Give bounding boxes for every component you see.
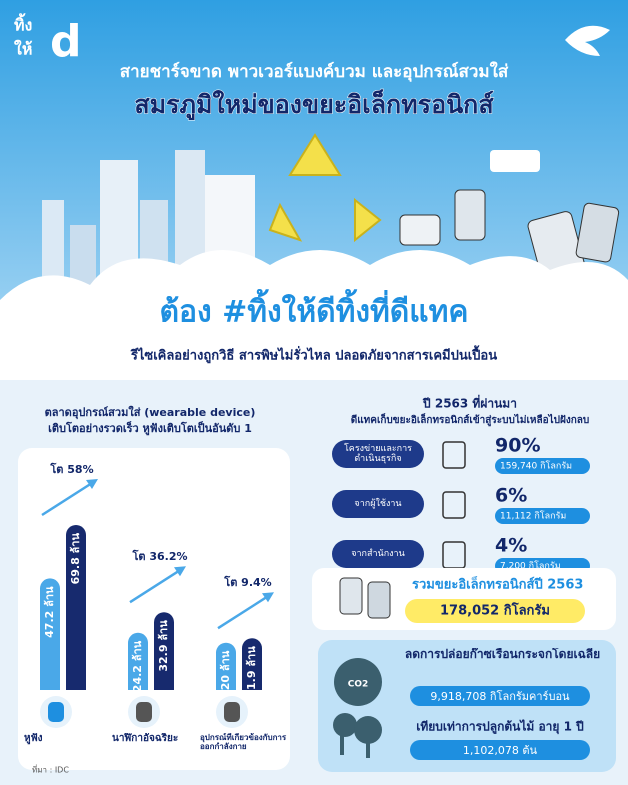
bar-value-label: 32.9 ล้าน (157, 620, 170, 672)
tree-icon (333, 713, 382, 758)
growth-arrowhead (262, 592, 274, 603)
category-icon-shape (136, 702, 152, 722)
chart: 47.2 ล้าน 69.8 ล้าน โต 58% หูฟัง 24.2 ล้าน 32… (24, 462, 287, 752)
bar-value-label: 20 ล้าน (219, 650, 232, 690)
source-label: จากผู้ใช้งาน (354, 498, 402, 509)
growth-arrowhead (86, 479, 98, 489)
bar-value-label: 47.2 ล้าน (43, 586, 56, 638)
bar-value-label: 21.9 ล้าน (245, 646, 258, 698)
total-pill (405, 599, 585, 623)
brand-logo (565, 25, 610, 56)
co2-icon (334, 658, 382, 706)
weight: 7,200 กิโลกรัม (500, 561, 561, 572)
phone-icon (367, 581, 391, 619)
emission-label-box: ลดการปล่อยก๊าซเรือนกระจกโดยเฉลี่ย (404, 648, 601, 661)
tree-value: 1,102,078 ต้น (463, 744, 538, 757)
category-icon-shape (224, 702, 240, 722)
growth-label: โต 58% (49, 462, 93, 476)
growth-label: โต 36.2% (131, 549, 187, 563)
growth-arrow (129, 569, 181, 604)
disposal-subtitle: ดีแทคเก็บขยะอิเล็กทรอนิกส์เข้าสู่ระบบไม่… (351, 412, 590, 427)
logo-mark: d (50, 16, 82, 67)
total-value: 178,052 กิโลกรัม (440, 602, 550, 619)
bar-value-label: 24.2 ล้าน (131, 640, 144, 692)
source-label-box: จากสำนักงาน (351, 548, 405, 559)
logo-line1: ทิ้ง (14, 13, 32, 35)
bar-value-label: 69.8 ล้าน (69, 533, 82, 585)
tree-pill (410, 740, 590, 760)
bar (242, 638, 262, 690)
tree-label: เทียบเท่าการปลูกต้นไม้ อายุ 1 ปี (416, 719, 584, 735)
category-label-box: นาฬิกาอัจฉริยะ (112, 733, 179, 744)
chart-title: ตลาดอุปกรณ์สวมใส่ (wearable device) (45, 405, 256, 420)
share: 6% (495, 485, 527, 507)
bar (216, 642, 236, 690)
share: 90% (495, 435, 540, 457)
source-label-box: โครงข่ายและการดำเนินธุรกิจ (343, 443, 413, 464)
share: 4% (495, 535, 527, 557)
header-title: สายชาร์จขาด พาวเวอร์แบงค์บวม และอุปกรณ์ส… (120, 61, 509, 82)
source-pill (332, 490, 424, 518)
category-label: หูฟัง (24, 733, 43, 744)
category-label: อุปกรณ์ที่เกี่ยวข้องกับการออกกำลังกาย (200, 733, 287, 752)
phone-icon (339, 577, 363, 615)
source: ที่มา : IDC (32, 764, 69, 775)
category-icon-shape (48, 702, 64, 722)
source-label: จากสำนักงาน (351, 548, 405, 559)
source-pill (332, 540, 424, 568)
cloud (0, 250, 628, 380)
bar (154, 612, 174, 690)
disposal-title: ปี 2563 ที่ผ่านมา (422, 395, 516, 411)
growth-arrowhead (174, 566, 186, 577)
weight-pill (495, 458, 590, 474)
weight: 11,112 กิโลกรัม (500, 511, 566, 522)
category-label: นาฬิกาอัจฉริยะ (112, 733, 179, 744)
growth-arrow (41, 481, 93, 517)
total-label: รวมขยะอิเล็กทรอนิกส์ปี 2563 (412, 575, 583, 593)
bar (128, 632, 148, 690)
header-subtitle: สมรภูมิใหม่ของขยะอิเล็กทรอนิกส์ (134, 89, 494, 121)
disposal-rows: โครงข่ายและการดำเนินธุรกิจ 90% 159,740 กิโ… (332, 435, 590, 574)
weight: 159,740 กิโลกรัม (500, 461, 572, 472)
category-label-box: อุปกรณ์ที่เกี่ยวข้องกับการออกกำลังกาย (200, 733, 287, 752)
weight-pill (495, 508, 590, 524)
emission-value: 9,918,708 กิโลกรัมคาร์บอน (430, 689, 570, 703)
banner-tagline: รีไซเคิลอย่างถูกวิธี สารพิษไม่รั่วไหล ปล… (130, 345, 497, 364)
source-icon (442, 441, 466, 469)
source-icon (442, 491, 466, 519)
source-pill (332, 440, 424, 468)
bar (66, 525, 86, 690)
logo-line2: ให้ (14, 40, 32, 59)
growth-arrow (217, 595, 269, 630)
category-label-box: หูฟัง (24, 733, 43, 744)
growth-label: โต 9.4% (223, 575, 271, 589)
source-label-box: จากผู้ใช้งาน (354, 498, 402, 509)
logo: ทิ้ง ให้ d (14, 13, 82, 68)
emission-label: ลดการปล่อยก๊าซเรือนกระจกโดยเฉลี่ย (404, 648, 601, 661)
bar (40, 578, 60, 690)
source-label: โครงข่ายและการดำเนินธุรกิจ (343, 443, 413, 464)
co2-icon-text: CO2 (348, 680, 369, 690)
emission-pill (410, 686, 590, 706)
chart-subtitle: เติบโตอย่างรวดเร็ว หูฟังเติบโตเป็นอันดับ… (48, 421, 252, 436)
banner-headline: ต้อง #ทิ้งให้ดีทิ้งที่ดีแทค (160, 289, 469, 330)
